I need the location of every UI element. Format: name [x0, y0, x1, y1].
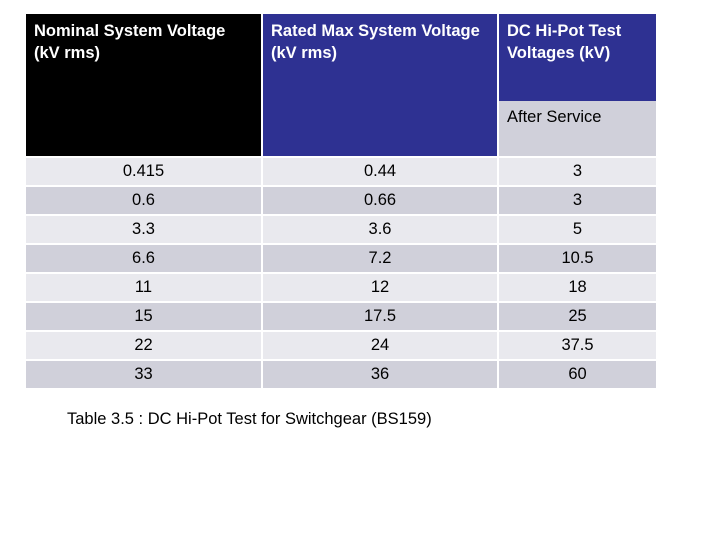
cell-test-voltage: 37.5 — [499, 332, 656, 359]
table-row: 3.3 3.6 5 — [26, 216, 656, 243]
table-caption: Table 3.5 : DC Hi-Pot Test for Switchgea… — [67, 410, 432, 428]
header-after-service: After Service — [499, 101, 656, 156]
header-rated-max-voltage: Rated Max System Voltage (kV rms) — [263, 14, 497, 156]
cell-test-voltage: 25 — [499, 303, 656, 330]
cell-nominal: 0.415 — [26, 158, 261, 185]
cell-test-voltage: 3 — [499, 187, 656, 214]
table-row: 15 17.5 25 — [26, 303, 656, 330]
table-row: 0.415 0.44 3 — [26, 158, 656, 185]
cell-nominal: 3.3 — [26, 216, 261, 243]
cell-test-voltage: 3 — [499, 158, 656, 185]
cell-rated-max: 7.2 — [263, 245, 497, 272]
table-row: 33 36 60 — [26, 361, 656, 388]
table-row: 0.6 0.66 3 — [26, 187, 656, 214]
cell-rated-max: 17.5 — [263, 303, 497, 330]
cell-nominal: 22 — [26, 332, 261, 359]
cell-nominal: 11 — [26, 274, 261, 301]
cell-rated-max: 12 — [263, 274, 497, 301]
header-divider — [26, 156, 656, 158]
cell-nominal: 0.6 — [26, 187, 261, 214]
cell-rated-max: 3.6 — [263, 216, 497, 243]
cell-test-voltage: 18 — [499, 274, 656, 301]
header-dc-test-voltage: DC Hi-Pot Test Voltages (kV) — [499, 14, 656, 101]
hipot-table: Nominal System Voltage (kV rms) Rated Ma… — [26, 14, 656, 390]
cell-test-voltage: 10.5 — [499, 245, 656, 272]
cell-rated-max: 0.66 — [263, 187, 497, 214]
cell-test-voltage: 5 — [499, 216, 656, 243]
cell-test-voltage: 60 — [499, 361, 656, 388]
table-row: 11 12 18 — [26, 274, 656, 301]
cell-rated-max: 0.44 — [263, 158, 497, 185]
cell-rated-max: 24 — [263, 332, 497, 359]
cell-rated-max: 36 — [263, 361, 497, 388]
table-header: Nominal System Voltage (kV rms) Rated Ma… — [26, 14, 656, 156]
table-row: 6.6 7.2 10.5 — [26, 245, 656, 272]
table-row: 22 24 37.5 — [26, 332, 656, 359]
cell-nominal: 33 — [26, 361, 261, 388]
header-nominal-voltage: Nominal System Voltage (kV rms) — [26, 14, 261, 156]
cell-nominal: 6.6 — [26, 245, 261, 272]
cell-nominal: 15 — [26, 303, 261, 330]
